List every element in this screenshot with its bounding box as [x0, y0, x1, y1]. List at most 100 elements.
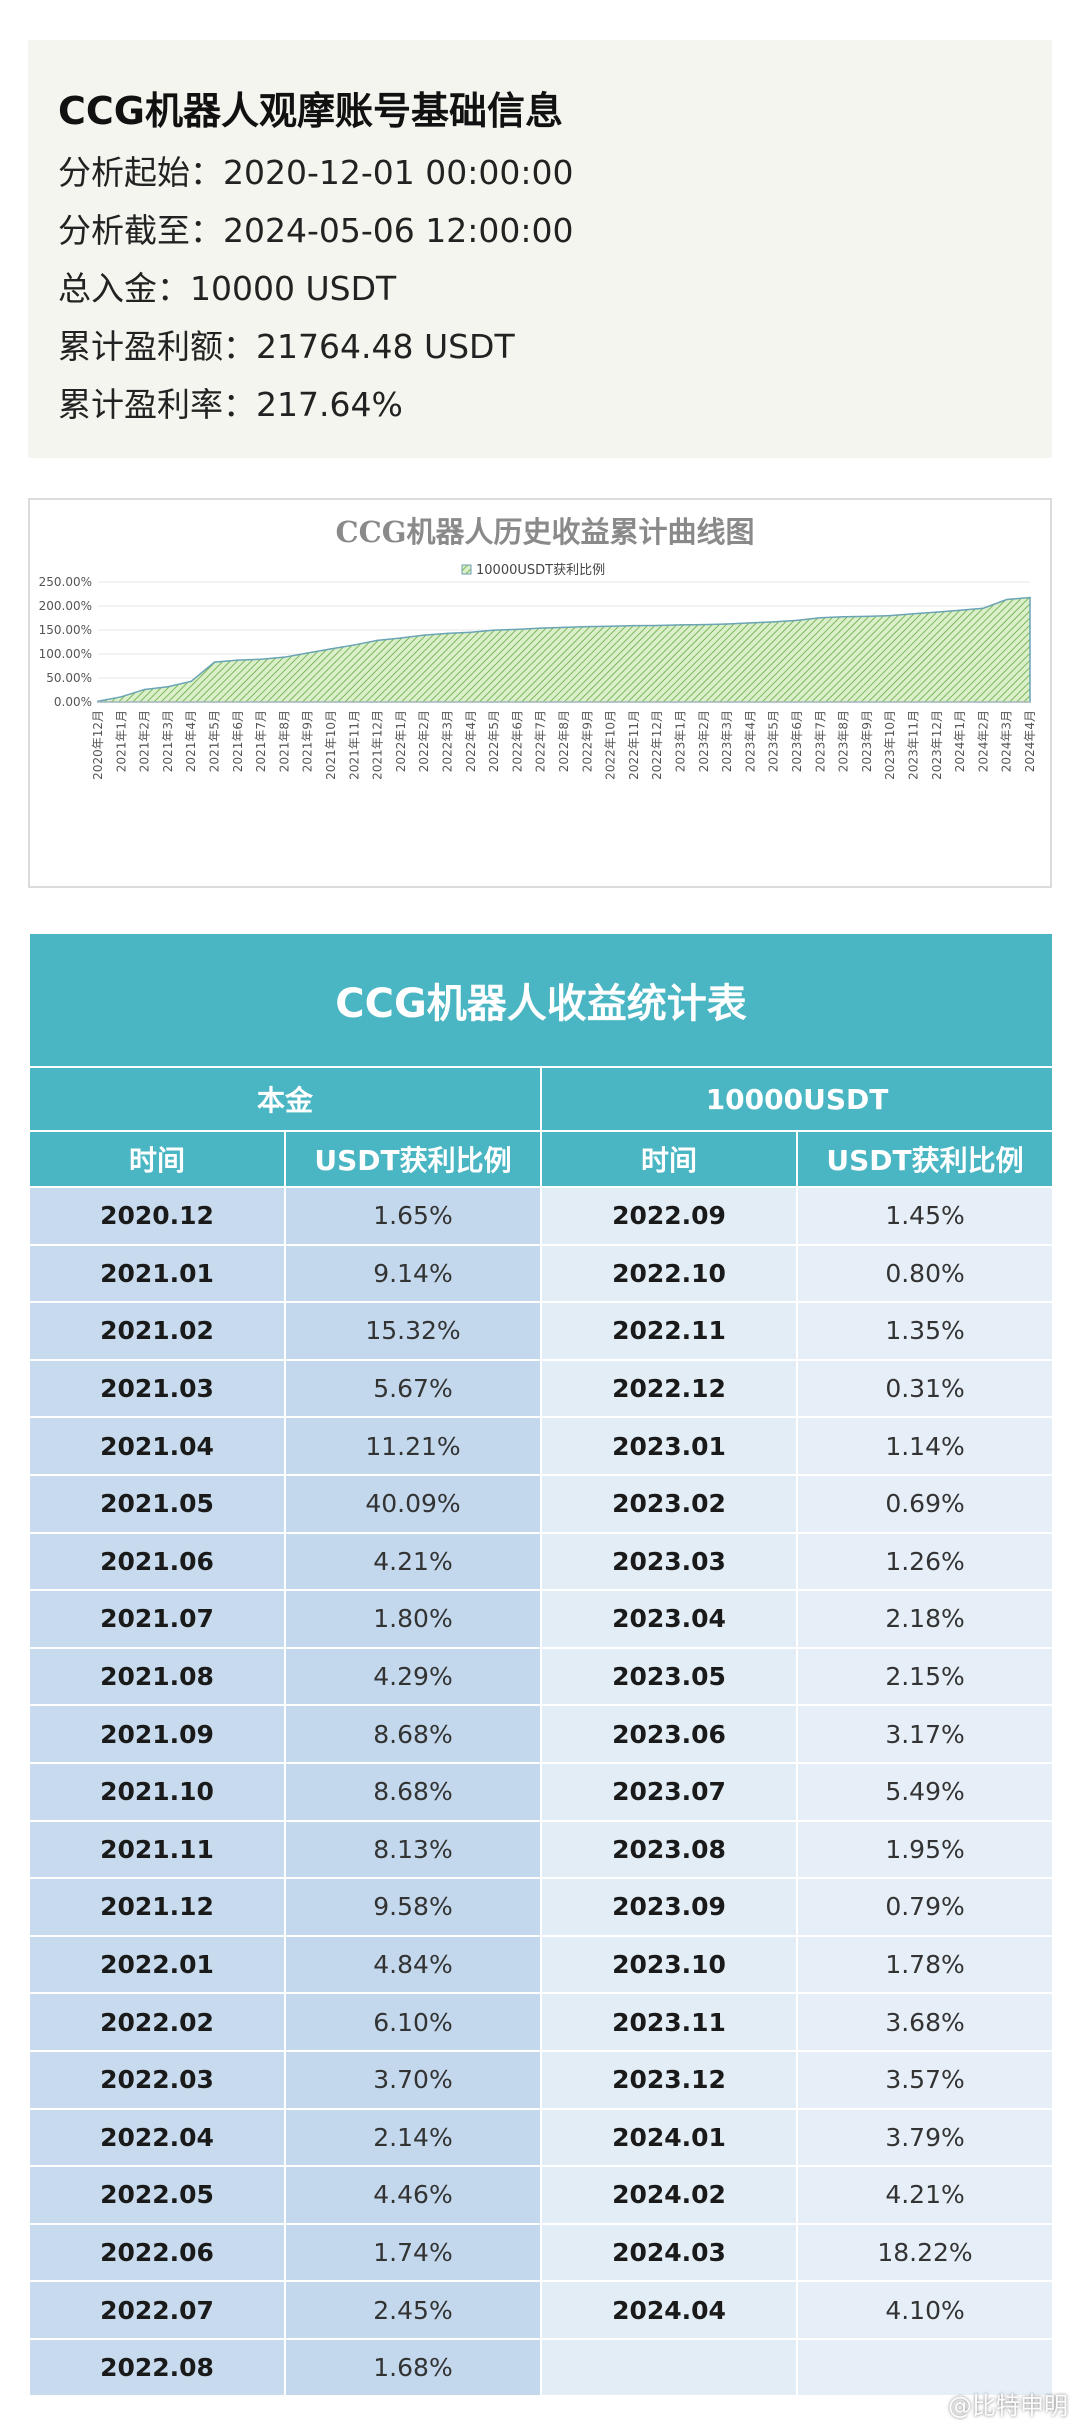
legend-swatch — [461, 564, 472, 575]
col-header-time-left: 时间 — [28, 1130, 286, 1188]
x-tick-label: 2023年6月 — [790, 710, 804, 772]
row-ratio-right: 0.31% — [795, 1358, 1055, 1419]
row-time-right: 2022.11 — [540, 1301, 798, 1361]
table-row: 2022.08 1.68% — [28, 2337, 1055, 2398]
return-statistics-table: CCG机器人收益统计表 本金 10000USDT 时间 USDT获利比例 时间 … — [27, 932, 1055, 2398]
cumulative-return-chart: CCG机器人历史收益累计曲线图 10000USDT获利比例 0.00% 50.00… — [39, 515, 1037, 780]
row-ratio-right: 4.10% — [795, 2280, 1055, 2340]
x-tick-label: 2023年5月 — [767, 710, 781, 772]
row-time-left: 2021.08 — [28, 1646, 286, 1707]
data-point — [563, 626, 565, 629]
row-ratio-right: 5.49% — [795, 1761, 1055, 1822]
row-ratio-right: 1.26% — [795, 1531, 1055, 1592]
info-analysis-end: 分析截至：2024-05-06 12:00:00 — [58, 211, 574, 250]
row-time-left: 2021.07 — [28, 1589, 286, 1649]
table-row: 2021.03 5.67% 2022.12 0.31% — [28, 1358, 1055, 1419]
row-ratio-left: 8.13% — [284, 1819, 542, 1880]
table-row: 2021.09 8.68% 2023.06 3.17% — [28, 1704, 1055, 1764]
data-point — [283, 656, 286, 658]
table-row: 2021.12 9.58% 2023.09 0.79% — [28, 1877, 1055, 1937]
x-tick-label: 2021年7月 — [254, 710, 268, 772]
y-tick-label: 100.00% — [39, 647, 92, 661]
row-time-left: 2022.05 — [28, 2165, 286, 2225]
info-total-deposit: 总入金：10000 USDT — [58, 269, 397, 308]
data-point — [120, 696, 123, 698]
row-time-right: 2022.12 — [540, 1358, 798, 1419]
data-point — [260, 658, 262, 661]
row-ratio-left: 9.14% — [284, 1243, 542, 1304]
x-tick-label: 2021年8月 — [277, 710, 291, 772]
data-point — [376, 639, 379, 642]
x-tick-label: 2024年3月 — [1000, 710, 1014, 772]
col-header-ratio-left: USDT获利比例 — [284, 1130, 542, 1188]
row-ratio-left: 40.09% — [284, 1473, 542, 1534]
data-point — [353, 644, 356, 646]
x-tick-label: 2021年12月 — [371, 710, 385, 780]
table-row: 2022.05 4.46% 2024.02 4.21% — [28, 2165, 1055, 2225]
row-time-left: 2022.06 — [28, 2222, 286, 2283]
x-tick-label: 2021年3月 — [161, 710, 175, 772]
table-row: 2021.05 40.09% 2023.02 0.69% — [28, 1473, 1055, 1534]
row-ratio-left: 1.80% — [284, 1589, 542, 1649]
x-tick-label: 2021年5月 — [208, 710, 222, 772]
x-tick-label: 2023年10月 — [883, 710, 897, 780]
x-tick-label: 2021年4月 — [184, 710, 198, 772]
x-tick-label: 2023年3月 — [720, 710, 734, 772]
row-time-right: 2024.04 — [540, 2280, 798, 2340]
data-point — [586, 625, 589, 628]
info-cumulative-return: 累计盈利率：217.64% — [58, 385, 403, 424]
table-row: 2022.01 4.84% 2023.10 1.78% — [28, 1934, 1055, 1995]
row-time-left: 2020.12 — [28, 1186, 286, 1246]
legend-label: 10000USDT获利比例 — [476, 563, 605, 578]
data-point — [982, 607, 985, 610]
x-tick-label: 2022年4月 — [464, 710, 478, 772]
row-time-left: 2021.11 — [28, 1819, 286, 1880]
x-tick-label: 2023年9月 — [860, 710, 874, 772]
series-area — [97, 596, 1031, 703]
row-time-right: 2023.11 — [540, 1992, 798, 2052]
x-tick-label: 2021年1月 — [114, 710, 128, 772]
table-row: 2020.12 1.65% 2022.09 1.45% — [28, 1186, 1055, 1246]
data-point — [470, 631, 472, 634]
row-time-left: 2022.07 — [28, 2280, 286, 2340]
x-tick-label: 2022年12月 — [650, 710, 664, 780]
row-ratio-right: 0.80% — [795, 1243, 1055, 1304]
data-point — [796, 619, 798, 622]
row-ratio-left: 1.65% — [284, 1186, 542, 1246]
table-row: 2021.10 8.68% 2023.07 5.49% — [28, 1761, 1055, 1822]
row-time-right: 2024.03 — [540, 2222, 798, 2283]
data-point — [400, 637, 402, 639]
row-time-left: 2022.04 — [28, 2107, 286, 2168]
table-row: 2021.06 4.21% 2023.03 1.26% — [28, 1531, 1055, 1592]
y-tick-label: 150.00% — [39, 623, 92, 637]
data-point — [656, 624, 658, 627]
row-ratio-right: 2.18% — [795, 1589, 1055, 1649]
row-time-left: 2021.03 — [28, 1358, 286, 1419]
row-time-left: 2021.10 — [28, 1761, 286, 1822]
x-tick-label: 2023年1月 — [674, 710, 688, 772]
row-ratio-left: 6.10% — [284, 1992, 542, 2052]
data-point — [1029, 596, 1031, 599]
x-tick-label: 2022年9月 — [580, 710, 594, 772]
row-ratio-right: 3.68% — [795, 1992, 1055, 2052]
data-point — [446, 632, 449, 635]
row-time-right: 2024.02 — [540, 2165, 798, 2225]
row-time-left: 2021.04 — [28, 1416, 286, 1476]
table-row: 2021.07 1.80% 2023.04 2.18% — [28, 1589, 1055, 1649]
row-time-left: 2022.01 — [28, 1934, 286, 1995]
table-row: 2022.02 6.10% 2023.11 3.68% — [28, 1992, 1055, 2052]
y-tick-label: 0.00% — [54, 695, 92, 709]
table-row: 2022.04 2.14% 2024.01 3.79% — [28, 2107, 1055, 2168]
table-row: 2022.07 2.45% 2024.04 4.10% — [28, 2280, 1055, 2340]
x-tick-label: 2022年6月 — [510, 710, 524, 772]
x-tick-label: 2021年9月 — [301, 710, 315, 772]
row-time-left: 2021.02 — [28, 1301, 286, 1361]
row-time-right: 2023.05 — [540, 1646, 798, 1707]
data-point — [306, 652, 309, 654]
col-header-ratio-right: USDT获利比例 — [795, 1130, 1055, 1188]
cumulative-return-chart-card: CCG机器人历史收益累计曲线图 10000USDT获利比例 0.00% 50.00… — [28, 498, 1052, 888]
data-point — [679, 624, 682, 626]
principal-value: 10000USDT — [539, 1066, 1055, 1132]
data-point — [423, 634, 426, 636]
x-tick-label: 2024年2月 — [976, 710, 990, 772]
